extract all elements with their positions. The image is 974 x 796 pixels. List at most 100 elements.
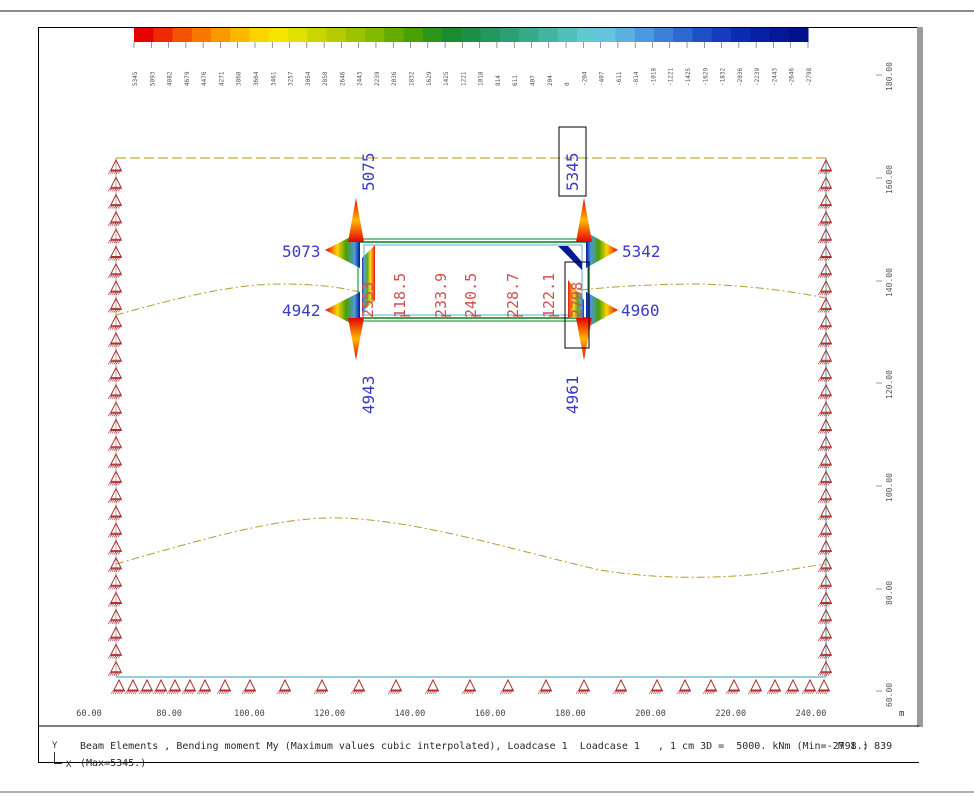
support-icon (818, 177, 832, 191)
y-axis-label: 120.00 (885, 370, 894, 399)
support-icon (277, 680, 291, 694)
axis-y-letter: Y (52, 741, 57, 751)
right-supports (818, 160, 832, 676)
legend-swatch (654, 28, 674, 42)
support-icon (139, 680, 153, 694)
legend-swatch (346, 28, 366, 42)
legend-label: 3461 (270, 71, 277, 86)
support-icon (108, 575, 122, 589)
support-icon (108, 471, 122, 485)
legend-swatch (288, 28, 308, 42)
value-inner-left: 2553 (359, 282, 377, 318)
legend-swatch (635, 28, 655, 42)
support-icon (818, 316, 832, 330)
legend-swatch (731, 28, 751, 42)
legend-label: 3054 (305, 71, 312, 86)
legend-label: -2239 (754, 68, 761, 86)
x-axis-label: 200.00 (635, 709, 666, 719)
support-icon (816, 680, 830, 694)
support-icon (108, 368, 122, 382)
support-icon (818, 420, 832, 434)
beam-label-5: 122.1 (540, 273, 558, 318)
legend-label: 3257 (288, 71, 295, 86)
value-top-right: 5345 (563, 152, 582, 191)
support-icon (576, 680, 590, 694)
legend-swatch (404, 28, 424, 42)
axis-x-letter: X (66, 760, 71, 770)
value-bottom-left: 4943 (359, 375, 378, 414)
legend-label: 1629 (426, 71, 433, 86)
support-icon (818, 437, 832, 451)
support-icon (767, 680, 781, 694)
support-icon (388, 680, 402, 694)
support-icon (818, 610, 832, 624)
support-icon (818, 662, 832, 676)
legend-label: 5345 (132, 71, 139, 86)
legend-swatch (558, 28, 578, 42)
support-icon (217, 680, 231, 694)
support-icon (108, 316, 122, 330)
support-icon (108, 523, 122, 537)
support-icon (108, 281, 122, 295)
support-icon (818, 264, 832, 278)
support-icon (351, 680, 365, 694)
x-axis-label: 60.00 (76, 709, 102, 719)
legend-label: 2850 (322, 71, 329, 86)
support-icon (108, 454, 122, 468)
y-axis-label: 140.00 (885, 268, 894, 297)
legend-label: -2646 (789, 68, 796, 86)
support-icon (538, 680, 552, 694)
legend-label: 2036 (391, 71, 398, 86)
beam-label-2: 233.9 (432, 273, 450, 318)
scale-label: M 1 : 839 (838, 741, 892, 752)
legend-swatch (596, 28, 616, 42)
bottom-supports (111, 680, 830, 694)
x-axis-label: 80.00 (156, 709, 182, 719)
support-icon (649, 680, 663, 694)
legend-swatch (500, 28, 520, 42)
legend-swatch (769, 28, 789, 42)
support-icon (462, 680, 476, 694)
y-axis-label: 160.00 (885, 165, 894, 194)
legend-swatch (250, 28, 270, 42)
caption-line-2: (Max=5345.) (80, 758, 146, 769)
y-axis-label: 180.00 (885, 62, 894, 91)
legend-swatch (384, 28, 404, 42)
legend-label: 204 (547, 75, 554, 86)
support-icon (613, 680, 627, 694)
support-icon (108, 662, 122, 676)
support-icon (197, 680, 211, 694)
value-left-lower: 4942 (282, 301, 321, 320)
value-top-left: 5075 (359, 152, 378, 191)
support-icon (125, 680, 139, 694)
legend-label: 1018 (478, 71, 485, 86)
legend-label: 2443 (357, 71, 364, 86)
support-icon (108, 541, 122, 555)
legend-label: -2798 (806, 68, 813, 86)
legend-swatch (365, 28, 385, 42)
legend-label: -407 (599, 71, 606, 86)
beam-labels: 118.5 233.9 240.5 228.7 122.1 (391, 273, 558, 318)
support-icon (818, 333, 832, 347)
support-icon (748, 680, 762, 694)
color-legend-labels: 5345 5093 4882 4679 4476 4271 3868 3664 3461 3257… (132, 42, 813, 86)
legend-label: 4679 (184, 71, 191, 86)
legend-label: -204 (581, 71, 588, 86)
value-right-upper: 5342 (622, 242, 661, 261)
legend-swatch (173, 28, 193, 42)
support-icon (818, 229, 832, 243)
y-axis-label: 80.00 (885, 581, 894, 605)
legend-swatch (230, 28, 250, 42)
value-inner-right: 2798 (568, 282, 586, 318)
legend-label: -2036 (737, 68, 744, 86)
support-icon (818, 195, 832, 209)
support-icon (108, 506, 122, 520)
support-icon (818, 281, 832, 295)
legend-label: 1425 (443, 71, 450, 86)
legend-label: -611 (616, 71, 623, 86)
legend-swatch (153, 28, 173, 42)
legend-swatch (750, 28, 770, 42)
support-icon (818, 212, 832, 226)
legend-swatch (269, 28, 289, 42)
